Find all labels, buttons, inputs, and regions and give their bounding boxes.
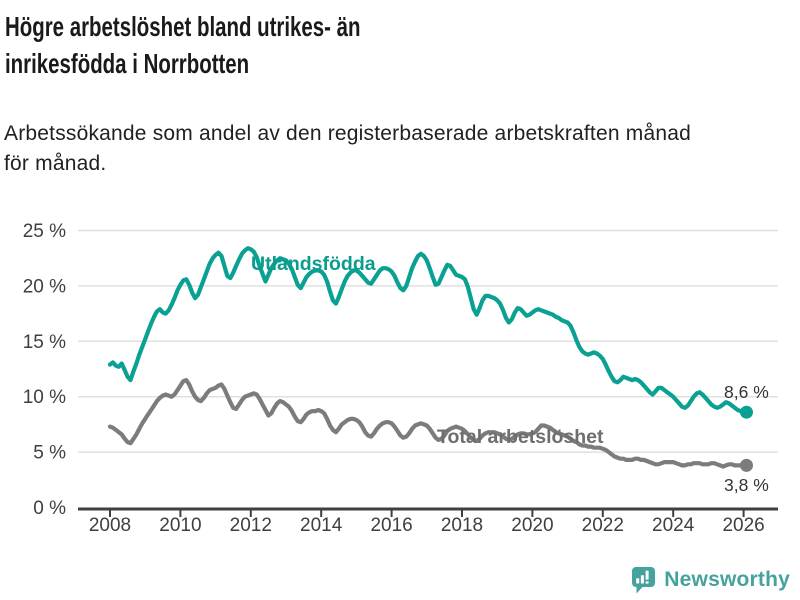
series-end-dot-total-arbetsl-shet bbox=[740, 458, 753, 472]
newsworthy-speech-bubble-bar-chart-icon bbox=[632, 567, 656, 594]
page-title: Högre arbetslöshet bland utrikes- än inr… bbox=[5, 8, 531, 82]
series-line-utlandsf-dda bbox=[107, 246, 749, 415]
series-end-dot-utlandsf-dda bbox=[740, 405, 753, 419]
y-tick-label: 15 % bbox=[23, 332, 66, 353]
chart-subtitle: Arbetssökande som andel av den registerb… bbox=[4, 119, 800, 179]
brand-wordmark: Newsworthy bbox=[664, 568, 790, 591]
x-tick-label: 2008 bbox=[89, 515, 131, 536]
y-tick-label: 20 % bbox=[23, 276, 66, 297]
x-tick-label: 2024 bbox=[652, 515, 695, 536]
newsworthy-logo: Newsworthy bbox=[630, 566, 790, 594]
x-tick-label: 2018 bbox=[441, 515, 483, 536]
chart-annotation: 3,8 % bbox=[724, 475, 769, 495]
chart-annotation: 8,6 % bbox=[724, 382, 769, 402]
x-tick-label: 2022 bbox=[582, 515, 624, 536]
x-tick-label: 2020 bbox=[511, 515, 553, 536]
x-tick-label: 2026 bbox=[722, 515, 764, 536]
page-title-line-2: inrikesfödda i Norrbotten bbox=[5, 48, 250, 79]
chart-subtitle-line-1: Arbetssökande som andel av den registerb… bbox=[4, 122, 691, 145]
x-tick-label: 2012 bbox=[230, 515, 272, 536]
chart-annotation: Utlandsfödda bbox=[251, 253, 376, 275]
series-line-total-arbetsl-shet bbox=[107, 378, 749, 469]
x-tick-label: 2016 bbox=[370, 515, 412, 536]
x-tick-label: 2014 bbox=[300, 515, 343, 536]
y-tick-label: 25 % bbox=[23, 221, 66, 242]
chart-annotation: Total arbetslöshet bbox=[437, 426, 604, 448]
y-tick-label: 5 % bbox=[33, 443, 66, 464]
x-tick-label: 2010 bbox=[159, 515, 201, 536]
y-tick-label: 10 % bbox=[23, 387, 66, 408]
y-tick-label: 0 % bbox=[33, 498, 66, 519]
chart-subtitle-line-2: för månad. bbox=[4, 152, 107, 175]
page-title-line-1: Högre arbetslöshet bland utrikes- än bbox=[5, 11, 361, 42]
